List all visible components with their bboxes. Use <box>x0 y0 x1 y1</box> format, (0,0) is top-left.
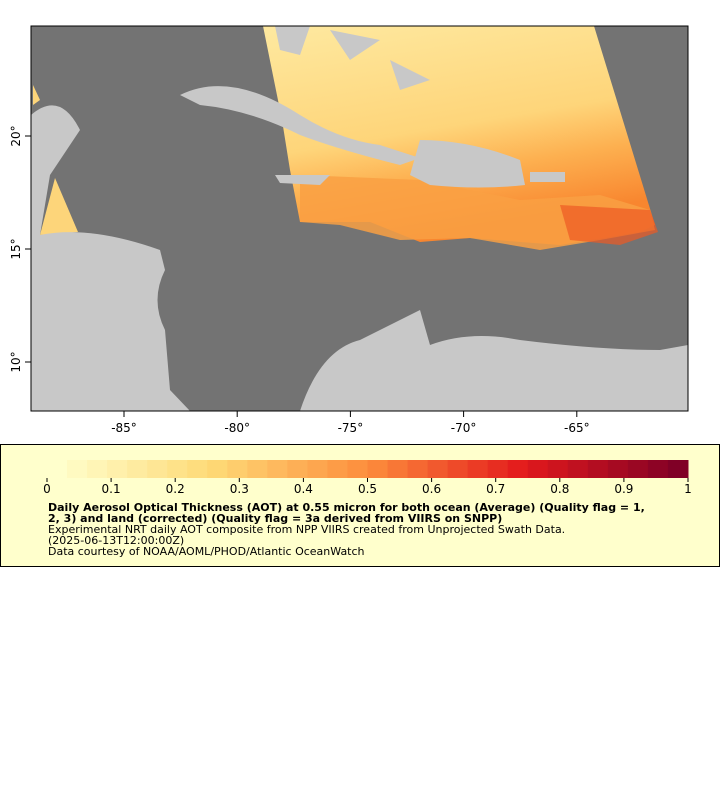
colorbar-cell <box>587 460 609 478</box>
colorbar-cell <box>147 460 168 478</box>
colorbar-cell <box>567 460 589 478</box>
y-tick-label: 10° <box>9 351 23 372</box>
axes: -85° -80° -75° -70° -65° 20° 15° 10° <box>9 125 590 435</box>
aot-patch <box>40 178 78 235</box>
colorbar-tick-label: 0.7 <box>486 482 505 496</box>
aot-patch <box>33 85 40 105</box>
colorbar: 0 0.1 0.2 0.3 0.4 0.5 0.6 0.7 0.8 0.9 1 <box>43 460 692 496</box>
central-america <box>31 105 190 411</box>
colorbar-cell <box>627 460 649 478</box>
legend-title: 2, 3) and land (corrected) (Quality flag… <box>48 512 502 525</box>
colorbar-tick-label: 0.3 <box>230 482 249 496</box>
colorbar-cell <box>327 460 348 478</box>
colorbar-cell <box>507 460 529 478</box>
legend-description: Experimental NRT daily AOT composite fro… <box>48 523 565 536</box>
colorbar-tick-label: 0.6 <box>422 482 441 496</box>
caption: Daily Aerosol Optical Thickness (AOT) at… <box>48 501 645 558</box>
south-america <box>300 310 688 411</box>
hispaniola <box>410 140 525 188</box>
colorbar-cell <box>527 460 549 478</box>
colorbar-cell <box>367 460 389 478</box>
x-tick-label: -65° <box>564 421 590 435</box>
colorbar-cell <box>287 460 308 478</box>
x-tick-label: -70° <box>451 421 477 435</box>
colorbar-cell <box>307 460 328 478</box>
colorbar-cell <box>607 460 629 478</box>
map-frame <box>30 25 689 412</box>
colorbar-cell <box>447 460 469 478</box>
colorbar-tick-label: 0.8 <box>550 482 569 496</box>
colorbar-cell <box>247 460 268 478</box>
puerto-rico <box>530 172 565 182</box>
colorbar-tick-label: 0.2 <box>166 482 185 496</box>
y-tick-label: 15° <box>9 238 23 259</box>
colorbar-cell <box>647 460 669 478</box>
legend-title: Daily Aerosol Optical Thickness (AOT) at… <box>48 501 645 514</box>
colorbar-tick-label: 0.5 <box>358 482 377 496</box>
x-tick-label: -80° <box>224 421 250 435</box>
jamaica <box>275 175 330 185</box>
aot-peak <box>560 205 658 245</box>
x-tick-label: -75° <box>338 421 364 435</box>
colorbar-cell <box>127 460 148 478</box>
x-tick-label: -85° <box>111 421 137 435</box>
legend-description: (2025-06-13T12:00:00Z) <box>48 534 184 547</box>
colorbar-tick-label: 0.4 <box>294 482 313 496</box>
colorbar-cell <box>187 460 208 478</box>
colorbar-cell <box>487 460 509 478</box>
aot-high-band <box>300 175 655 250</box>
colorbar-tick-label: 0 <box>43 482 51 496</box>
bahamas <box>275 26 430 90</box>
cuba <box>180 86 420 165</box>
legend-description: Data courtesy of NOAA/AOML/PHOD/Atlantic… <box>48 545 365 558</box>
colorbar-cell <box>347 460 368 478</box>
colorbar-tick-label: 0.1 <box>102 482 121 496</box>
colorbar-tick-label: 1 <box>684 482 692 496</box>
colorbar-cell <box>67 460 88 478</box>
colorbar-cell <box>427 460 449 478</box>
colorbar-cell <box>87 460 108 478</box>
colorbar-cell <box>407 460 429 478</box>
colorbar-cell <box>467 460 489 478</box>
y-tick-label: 20° <box>9 125 23 146</box>
colorbar-cell <box>387 460 409 478</box>
colorbar-cell <box>667 460 689 478</box>
colorbar-cell <box>227 460 248 478</box>
colorbar-tick-label: 0.9 <box>614 482 633 496</box>
colorbar-cell <box>167 460 188 478</box>
colorbar-cell <box>107 460 128 478</box>
map <box>31 26 688 411</box>
colorbar-cell <box>267 460 288 478</box>
colorbar-cell <box>47 460 68 478</box>
colorbar-cell <box>547 460 569 478</box>
colorbar-cell <box>207 460 228 478</box>
